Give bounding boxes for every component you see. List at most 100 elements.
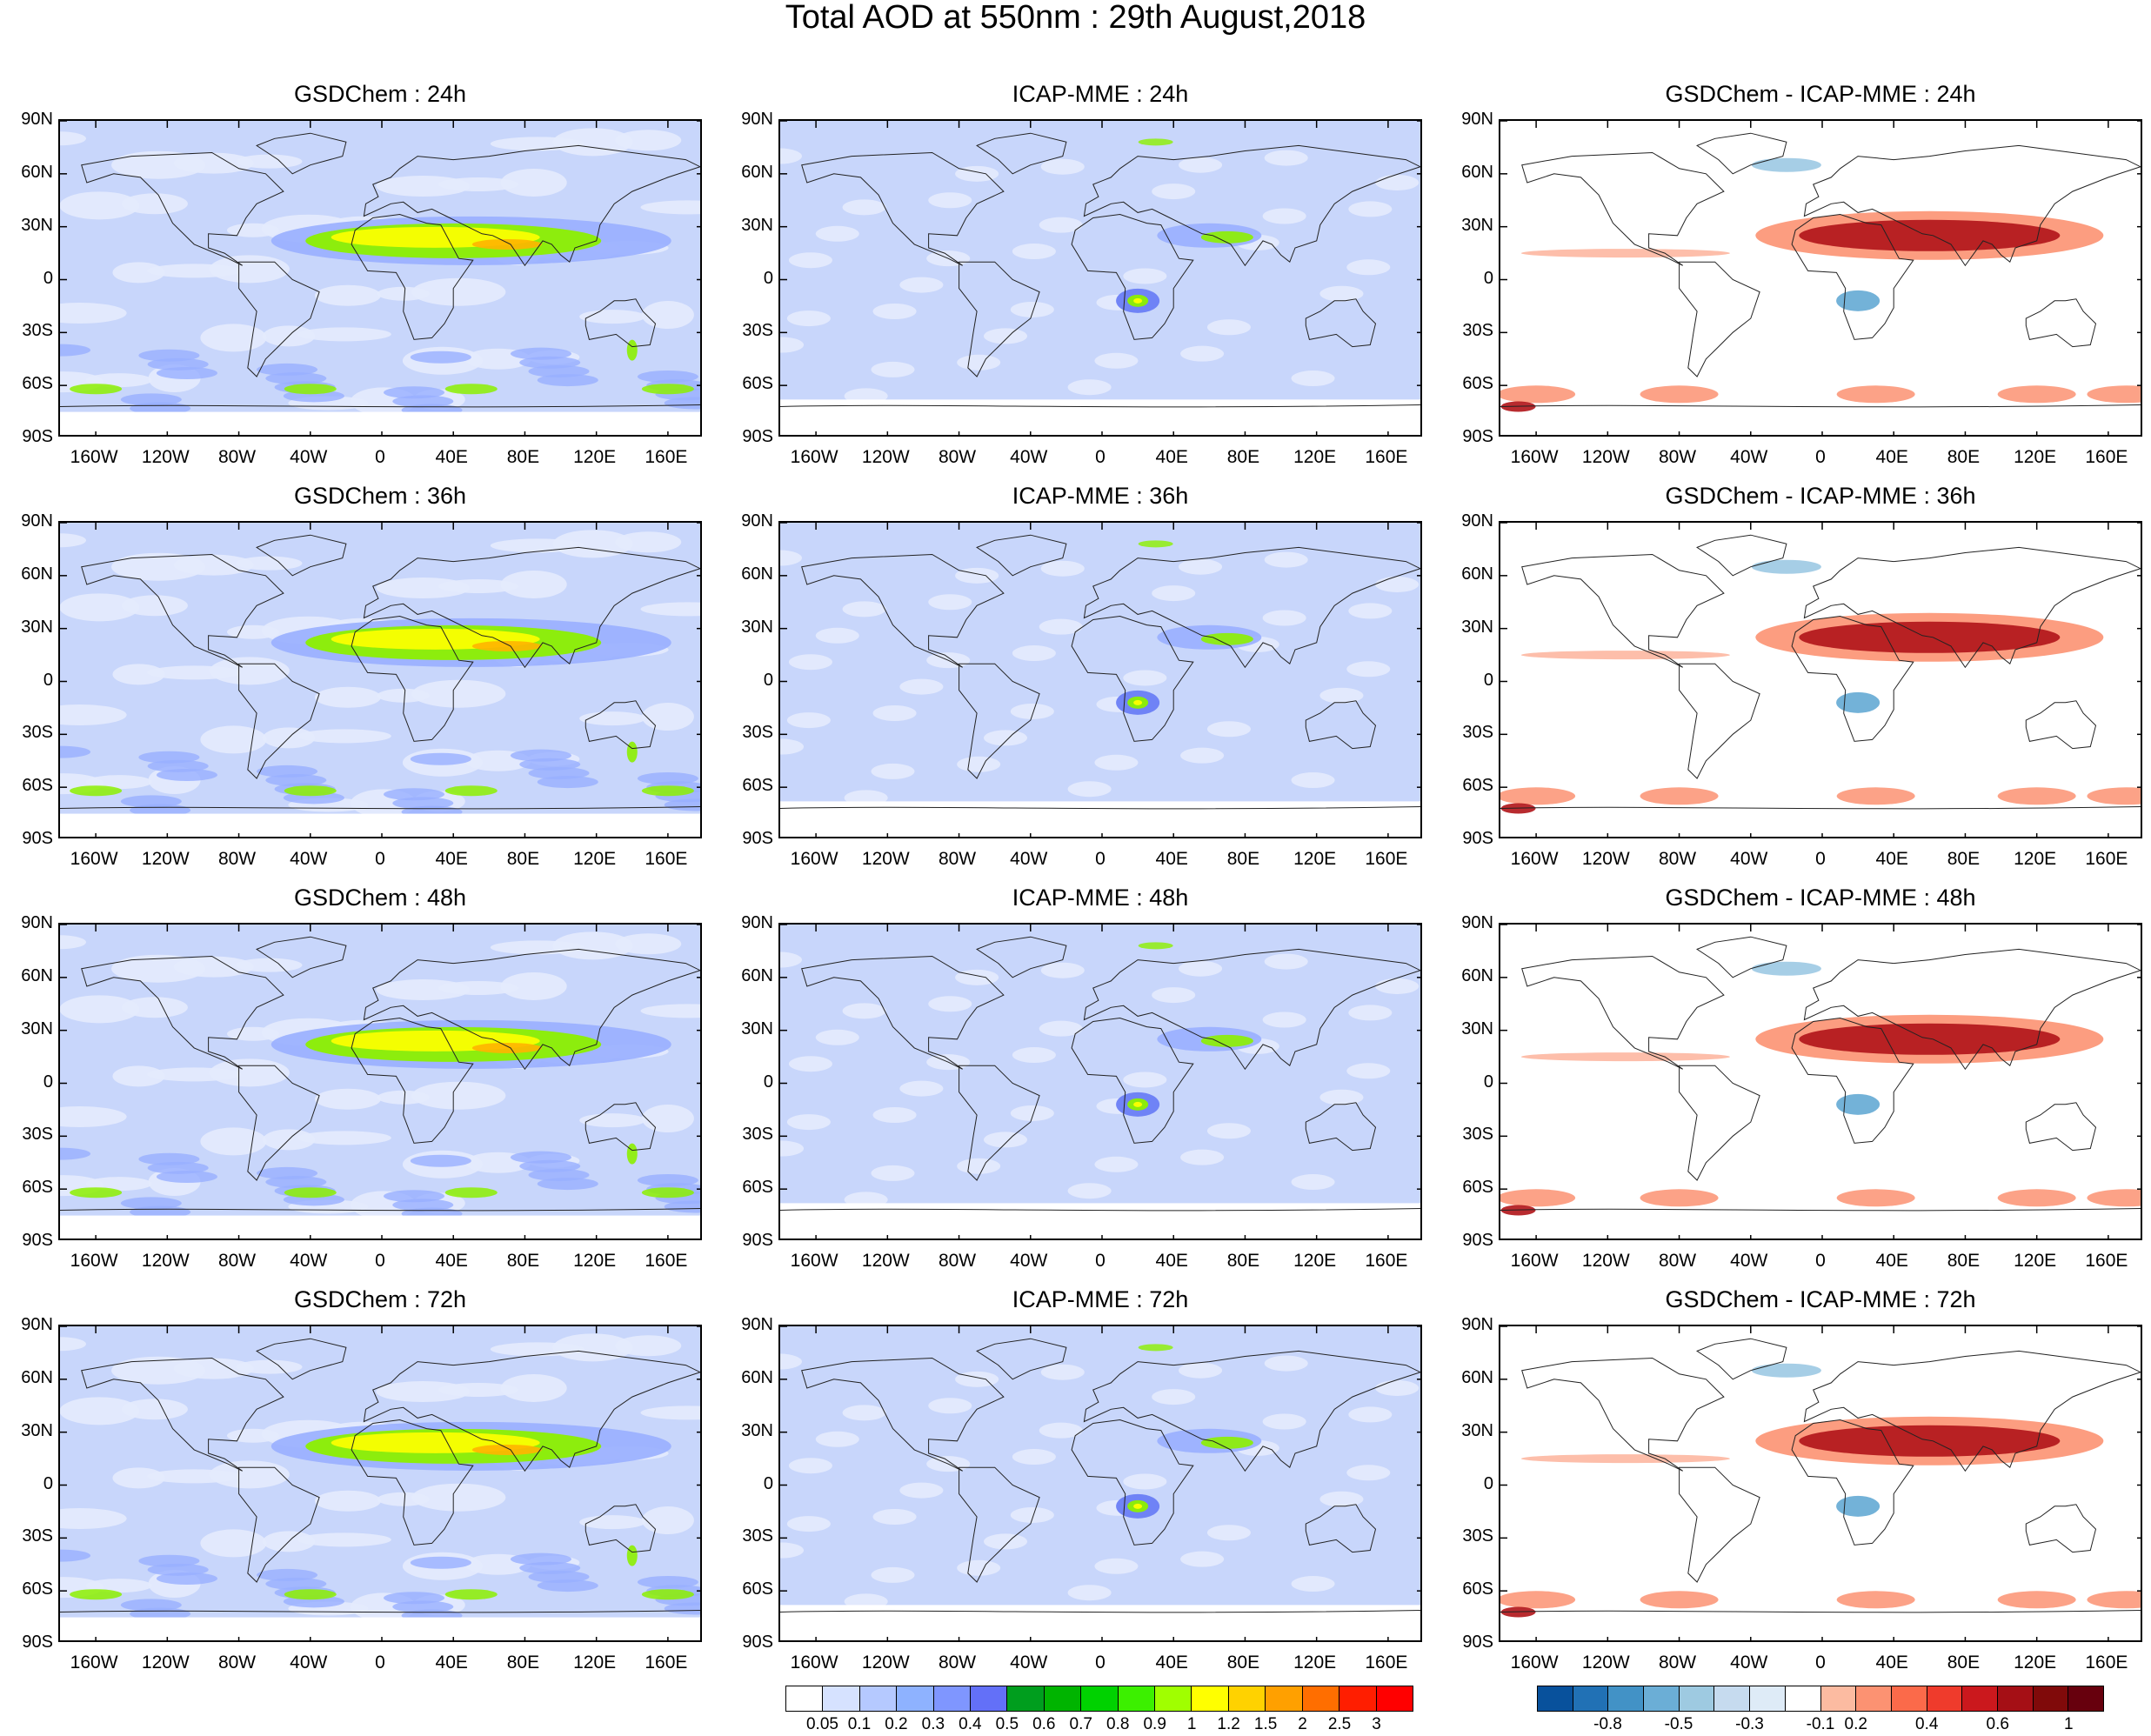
longitude-label: 120W <box>1581 447 1630 467</box>
field-patch <box>637 1174 698 1187</box>
map-panel-difference-48h <box>1499 923 2142 1240</box>
storm-track <box>641 384 694 395</box>
field-patch <box>872 705 917 721</box>
field-patch <box>227 223 279 237</box>
coastline <box>976 936 1067 978</box>
latitude-label: 90S <box>1462 427 1493 446</box>
longitude-label: 160W <box>70 1653 118 1673</box>
coastline <box>1521 1357 1725 1472</box>
field-patch <box>872 1107 917 1123</box>
latitude-label: 30S <box>1462 1125 1493 1145</box>
coastline <box>81 151 284 266</box>
panel-title: GSDChem : 36h <box>293 483 467 509</box>
longitude-label: 120W <box>141 1653 190 1673</box>
latitude-label: 60S <box>22 1579 53 1599</box>
positive-anomaly <box>1520 249 1730 258</box>
latitude-label: 30N <box>21 617 53 637</box>
field-patch <box>1138 942 1173 950</box>
longitude-label: 0 <box>1815 447 1826 467</box>
coastline <box>1803 948 2141 1071</box>
field-patch <box>257 1568 318 1581</box>
coastline <box>959 1065 1040 1181</box>
storm-track <box>444 785 498 797</box>
field-patch <box>1375 978 1420 994</box>
negative-anomaly <box>1751 961 1821 976</box>
coastline <box>1803 1350 2141 1472</box>
field-patch <box>510 749 571 762</box>
colorbar-label: 2.5 <box>1327 1715 1352 1733</box>
colorbar-swatch <box>1339 1686 1377 1711</box>
field-patch <box>899 1080 944 1097</box>
coastline <box>256 1338 347 1380</box>
field-patch <box>1012 244 1056 260</box>
storm-track <box>284 1589 337 1600</box>
latitude-label: 0 <box>43 1072 53 1092</box>
longitude-label: 120E <box>2014 447 2057 467</box>
panel-title: ICAP-MME : 72h <box>1012 1286 1189 1312</box>
field-patch <box>1040 560 1085 577</box>
field-patch <box>384 1592 444 1605</box>
latitude-label: 60S <box>22 374 53 394</box>
longitude-label: 160E <box>1365 1251 1408 1271</box>
latitude-label: 90S <box>742 1231 773 1250</box>
longitude-label: 80W <box>1658 849 1697 869</box>
field-patch <box>899 277 944 293</box>
longitude-label: 0 <box>1095 447 1106 467</box>
field-patch <box>928 996 972 1012</box>
field-patch <box>1291 1576 1335 1592</box>
coastline <box>1803 144 2141 267</box>
field-patch <box>780 1353 802 1370</box>
longitude-label: 80E <box>1226 849 1260 869</box>
latitude-label: 60S <box>22 776 53 796</box>
field-patch <box>1180 345 1225 362</box>
field-patch <box>957 1158 1001 1174</box>
field-patch <box>60 191 140 220</box>
storm-track-anomaly <box>2087 1591 2141 1609</box>
field-patch <box>1010 1506 1054 1523</box>
longitude-label: 160E <box>645 849 688 869</box>
field-patch <box>552 530 633 558</box>
longitude-label: 80W <box>1658 447 1697 467</box>
antarctic-clear <box>780 399 1420 435</box>
dust-plume <box>471 1444 542 1455</box>
field-patch <box>640 200 700 215</box>
longitude-label: 120W <box>141 1251 190 1271</box>
colorbar-label: -0.3 <box>1735 1715 1764 1733</box>
field-patch <box>60 344 90 357</box>
field-patch <box>377 1492 430 1506</box>
panel-title: GSDChem : 72h <box>293 1286 467 1312</box>
dust-plume <box>1200 632 1253 645</box>
storm-track-anomaly <box>2087 787 2141 805</box>
panel-title: GSDChem - ICAP-MME : 24h <box>1665 81 1976 107</box>
coastline <box>585 1504 657 1553</box>
field-patch <box>60 1337 86 1352</box>
coastline <box>1791 1419 1914 1546</box>
field-patch <box>297 327 391 342</box>
dust-plume <box>1200 230 1253 244</box>
longitude-label: 120E <box>1293 1251 1337 1271</box>
colorbar-label: 0.8 <box>1106 1715 1130 1733</box>
storm-track-anomaly <box>1997 1591 2076 1609</box>
longitude-label: 120E <box>1293 1653 1337 1673</box>
field-patch <box>1094 1558 1139 1574</box>
colorbar-label: 1 <box>1186 1715 1197 1733</box>
coastline <box>801 553 1005 668</box>
field-patch <box>615 130 682 151</box>
storm-track-anomaly <box>1500 1591 1576 1609</box>
field-patch <box>1264 1355 1308 1372</box>
field-patch <box>955 567 999 584</box>
latitude-label: 60S <box>742 776 773 796</box>
field-patch <box>872 1509 917 1525</box>
field-patch <box>112 262 165 284</box>
longitude-label: 40W <box>1730 849 1768 869</box>
latitude-label: 60S <box>1462 1579 1493 1599</box>
field-patch <box>60 935 86 950</box>
field-patch <box>510 1552 571 1566</box>
longitude-label: 120E <box>2014 849 2057 869</box>
longitude-label: 40W <box>1010 1251 1048 1271</box>
field-patch <box>200 1529 267 1558</box>
latitude-label: 90N <box>741 511 773 531</box>
field-patch <box>138 1152 200 1165</box>
coastline <box>585 298 657 348</box>
field-patch <box>552 128 633 157</box>
